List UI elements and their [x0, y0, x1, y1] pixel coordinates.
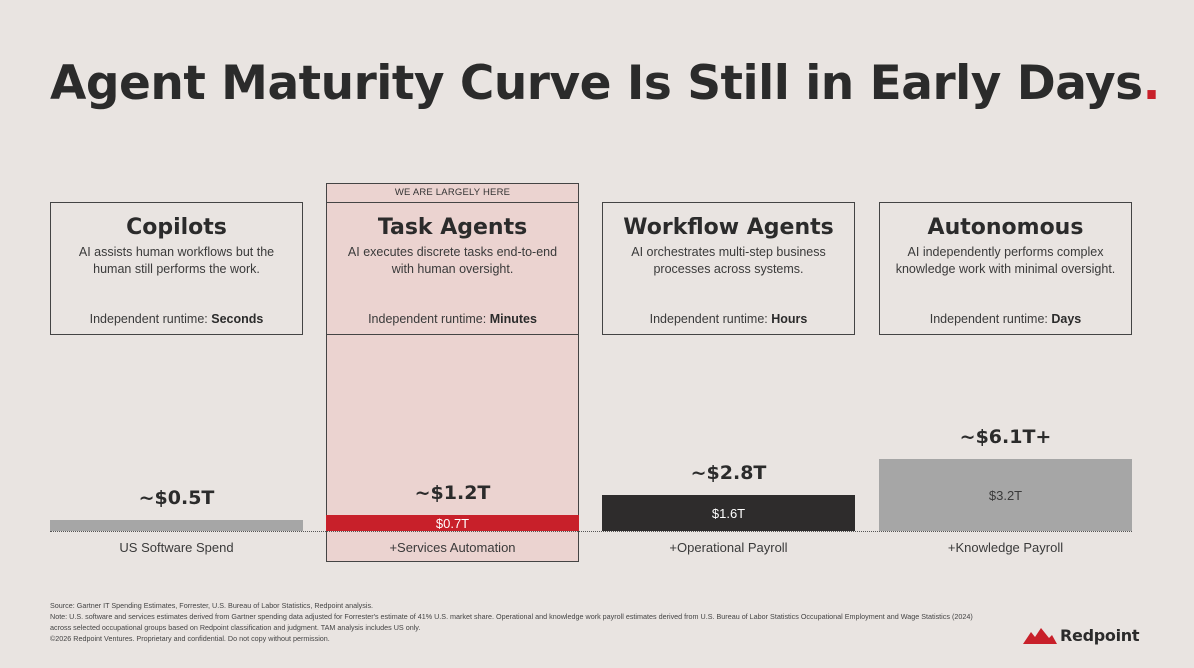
- stage-description: AI independently performs complex knowle…: [895, 245, 1116, 276]
- title-red-dot: .: [1142, 56, 1161, 111]
- stage-runtime: Independent runtime: Days: [929, 312, 1082, 326]
- footnotes: Source: Gartner IT Spending Estimates, F…: [50, 600, 1130, 644]
- stage-card-task-agents: Task Agents AI executes discrete tasks e…: [326, 202, 579, 335]
- cumulative-total-label: ~$2.8T: [690, 462, 767, 484]
- stage-card-workflow-agents: Workflow Agents AI orchestrates multi-st…: [602, 202, 855, 335]
- footnote-copyright: ©2026 Redpoint Ventures. Proprietary and…: [50, 634, 330, 643]
- bar-value-label: $0.7T: [435, 515, 470, 531]
- chart-baseline: [50, 531, 1132, 532]
- bar-1: $0.7T: [326, 515, 579, 531]
- logo-text: Redpoint: [1060, 625, 1140, 645]
- stage-description: AI executes discrete tasks end-to-end wi…: [347, 245, 558, 276]
- category-label: US Software Spend: [119, 540, 234, 555]
- stage-runtime: Independent runtime: Minutes: [368, 312, 537, 326]
- stage-card-autonomous: Autonomous AI independently performs com…: [879, 202, 1132, 335]
- stage-title: Workflow Agents: [623, 215, 834, 240]
- cumulative-total-label: ~$1.2T: [414, 482, 491, 505]
- footnote-note-continued: across selected occupational groups base…: [50, 623, 421, 632]
- stage-title: Copilots: [126, 215, 227, 240]
- stage-description: AI orchestrates multi-step business proc…: [631, 245, 826, 276]
- stage-card-copilots: Copilots AI assists human workflows but …: [50, 202, 303, 335]
- stage-runtime: Independent runtime: Hours: [649, 312, 808, 326]
- footnote-note: Note: U.S. software and services estimat…: [50, 612, 973, 621]
- bar-2: $1.6T: [602, 495, 855, 531]
- category-label: +Services Automation: [389, 540, 516, 555]
- bar-value-label: $1.6T: [711, 505, 746, 521]
- stage-title: Task Agents: [377, 215, 528, 240]
- bar-3: $3.2T: [879, 459, 1132, 531]
- footnote-source: Source: Gartner IT Spending Estimates, F…: [50, 601, 374, 610]
- page-title: Agent Maturity Curve Is Still in Early D…: [50, 56, 1161, 111]
- category-label: +Operational Payroll: [669, 540, 788, 555]
- bar-0: [50, 519, 303, 531]
- redpoint-logo: Redpoint: [1023, 624, 1140, 646]
- category-label: +Knowledge Payroll: [947, 540, 1064, 555]
- cumulative-total-label: ~$6.1T+: [959, 426, 1052, 448]
- cumulative-total-label: ~$0.5T: [138, 486, 215, 509]
- mountain-logo-icon: [1023, 628, 1057, 644]
- stage-title: Autonomous: [927, 215, 1084, 240]
- bar-value-label: $3.2T: [988, 487, 1023, 503]
- stage-description: AI assists human workflows but the human…: [78, 245, 275, 276]
- highlight-label: WE ARE LARGELY HERE: [394, 187, 511, 198]
- stage-runtime: Independent runtime: Seconds: [89, 312, 264, 326]
